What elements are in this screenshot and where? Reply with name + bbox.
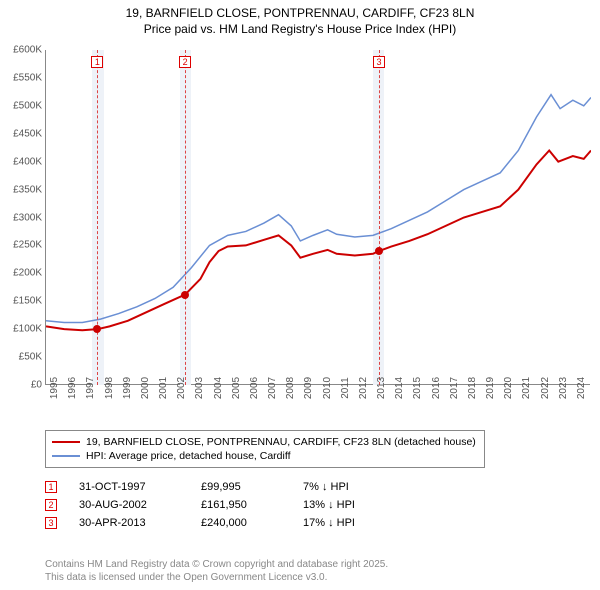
y-tick-label: £0: [31, 380, 42, 391]
legend-label-property: 19, BARNFIELD CLOSE, PONTPRENNAU, CARDIF…: [86, 436, 476, 448]
chart-container: 19, BARNFIELD CLOSE, PONTPRENNAU, CARDIF…: [0, 0, 600, 590]
x-tick-label: 1996: [67, 377, 78, 399]
title-line-1: 19, BARNFIELD CLOSE, PONTPRENNAU, CARDIF…: [10, 6, 590, 22]
y-tick-label: £400K: [13, 156, 42, 167]
note-row: 1 31-OCT-1997 £99,995 7% ↓ HPI: [45, 478, 355, 496]
x-tick-label: 2003: [194, 377, 205, 399]
x-tick-label: 2010: [322, 377, 333, 399]
footer-attribution: Contains HM Land Registry data © Crown c…: [45, 559, 388, 584]
legend: 19, BARNFIELD CLOSE, PONTPRENNAU, CARDIF…: [45, 430, 485, 468]
note-date: 30-AUG-2002: [79, 499, 179, 511]
legend-item-property: 19, BARNFIELD CLOSE, PONTPRENNAU, CARDIF…: [52, 435, 478, 449]
y-tick-label: £250K: [13, 240, 42, 251]
x-tick-label: 2023: [558, 377, 569, 399]
note-row: 2 30-AUG-2002 £161,950 13% ↓ HPI: [45, 496, 355, 514]
x-tick-label: 2002: [176, 377, 187, 399]
x-tick-label: 2019: [485, 377, 496, 399]
x-tick-label: 2020: [503, 377, 514, 399]
note-date: 30-APR-2013: [79, 517, 179, 529]
sale-marker-box: 1: [91, 56, 103, 68]
y-tick-label: £350K: [13, 184, 42, 195]
x-tick-label: 2007: [267, 377, 278, 399]
y-tick-label: £50K: [19, 352, 42, 363]
legend-swatch-hpi: [52, 455, 80, 457]
y-tick-label: £200K: [13, 268, 42, 279]
x-tick-label: 1997: [85, 377, 96, 399]
x-tick-label: 2012: [358, 377, 369, 399]
series-hpi: [46, 95, 591, 323]
sale-dot: [375, 247, 383, 255]
plot-region: 1 2 3: [45, 50, 590, 385]
x-tick-label: 2013: [376, 377, 387, 399]
x-tick-label: 2016: [431, 377, 442, 399]
legend-label-hpi: HPI: Average price, detached house, Card…: [86, 450, 291, 462]
footer-line-2: This data is licensed under the Open Gov…: [45, 572, 388, 585]
y-tick-label: £550K: [13, 72, 42, 83]
y-tick-label: £300K: [13, 212, 42, 223]
note-marker: 1: [45, 481, 57, 493]
sale-marker-box: 3: [373, 56, 385, 68]
y-tick-label: £450K: [13, 128, 42, 139]
x-tick-label: 2000: [140, 377, 151, 399]
x-tick-label: 2004: [213, 377, 224, 399]
note-pct: 17% ↓ HPI: [303, 517, 355, 529]
note-date: 31-OCT-1997: [79, 481, 179, 493]
note-pct: 13% ↓ HPI: [303, 499, 355, 511]
y-tick-label: £100K: [13, 324, 42, 335]
legend-swatch-property: [52, 441, 80, 443]
sale-vline: [379, 50, 380, 385]
x-tick-label: 2001: [158, 377, 169, 399]
chart-area: 1 2 3: [45, 50, 590, 415]
sale-dot: [93, 325, 101, 333]
y-tick-label: £500K: [13, 100, 42, 111]
legend-item-hpi: HPI: Average price, detached house, Card…: [52, 449, 478, 463]
sale-vline: [185, 50, 186, 385]
y-tick-label: £600K: [13, 45, 42, 56]
note-price: £240,000: [201, 517, 281, 529]
plot-svg: [46, 50, 591, 385]
note-price: £99,995: [201, 481, 281, 493]
x-tick-label: 2006: [249, 377, 260, 399]
sale-notes: 1 31-OCT-1997 £99,995 7% ↓ HPI 2 30-AUG-…: [45, 478, 355, 532]
x-tick-label: 2024: [576, 377, 587, 399]
x-tick-label: 2021: [521, 377, 532, 399]
x-tick-label: 1995: [49, 377, 60, 399]
x-tick-label: 2022: [540, 377, 551, 399]
x-tick-label: 2018: [467, 377, 478, 399]
series-property: [46, 151, 591, 331]
note-price: £161,950: [201, 499, 281, 511]
y-tick-label: £150K: [13, 296, 42, 307]
x-tick-label: 1999: [122, 377, 133, 399]
x-tick-label: 2005: [231, 377, 242, 399]
title-line-2: Price paid vs. HM Land Registry's House …: [10, 22, 590, 38]
sale-vline: [97, 50, 98, 385]
x-tick-label: 2015: [412, 377, 423, 399]
note-row: 3 30-APR-2013 £240,000 17% ↓ HPI: [45, 514, 355, 532]
note-marker: 3: [45, 517, 57, 529]
x-tick-label: 2014: [394, 377, 405, 399]
sale-dot: [181, 291, 189, 299]
note-marker: 2: [45, 499, 57, 511]
x-tick-label: 2017: [449, 377, 460, 399]
sale-marker-box: 2: [179, 56, 191, 68]
x-tick-label: 2008: [285, 377, 296, 399]
note-pct: 7% ↓ HPI: [303, 481, 349, 493]
x-tick-label: 1998: [104, 377, 115, 399]
footer-line-1: Contains HM Land Registry data © Crown c…: [45, 559, 388, 572]
chart-title: 19, BARNFIELD CLOSE, PONTPRENNAU, CARDIF…: [0, 0, 600, 39]
x-tick-label: 2009: [303, 377, 314, 399]
x-tick-label: 2011: [340, 377, 351, 399]
